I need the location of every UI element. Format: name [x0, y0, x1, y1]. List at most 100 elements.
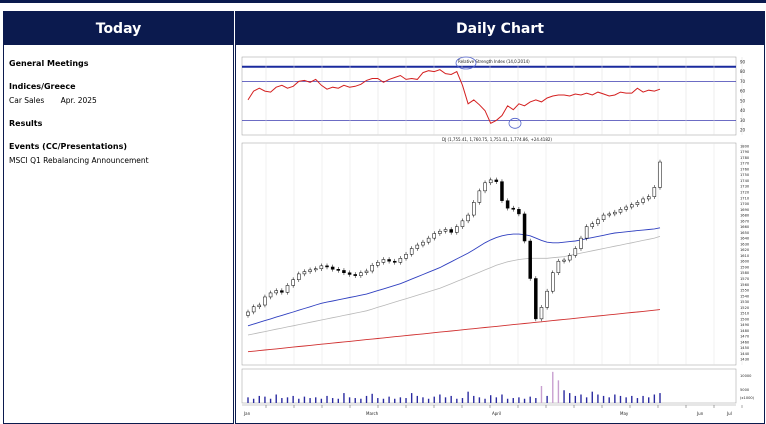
candle-body [426, 237, 431, 243]
price-tick-label: 1540 [740, 294, 750, 298]
candle-body [635, 202, 640, 205]
price-tick-label: 1460 [740, 340, 750, 344]
price-tick-label: 1700 [740, 202, 750, 206]
x-tick-label: Jun [696, 411, 704, 416]
candle-body [534, 278, 538, 320]
x-tick-label: April [492, 411, 501, 416]
price-tick-label: 1670 [740, 219, 750, 223]
price-tick-label: 1730 [740, 185, 750, 189]
candle-body [392, 260, 397, 263]
price-tick-label: 1790 [740, 150, 750, 154]
candle-body [539, 307, 544, 320]
candle-body [641, 198, 645, 203]
today-panel: Today General Meetings Indices/Greece Ca… [3, 11, 234, 424]
ma-gray-line [247, 236, 661, 336]
candle-body [618, 209, 623, 213]
candle-body [630, 204, 634, 208]
candle-body [607, 213, 611, 216]
price-tick-label: 1720 [740, 191, 750, 195]
candle-body [601, 214, 606, 220]
candle-body [590, 223, 595, 227]
candle-body [330, 266, 335, 270]
candle-body [342, 270, 346, 273]
price-tick-label: 1480 [740, 329, 750, 333]
x-tick-label: March [366, 411, 379, 416]
candle-body [347, 272, 352, 275]
candle-body [302, 271, 307, 275]
volume-tick-label: 5000 [740, 388, 750, 392]
price-tick-label: 1600 [740, 260, 750, 264]
candle-body [624, 206, 628, 210]
rsi-label: Relative Strength Index (14,0.2014) [458, 59, 530, 64]
candle-body [246, 311, 250, 316]
candle-body [658, 161, 662, 188]
candle-body [387, 259, 391, 262]
ma-red-line [247, 309, 661, 353]
price-tick-label: 1770 [740, 162, 750, 166]
car-sales-date: Apr. 2025 [60, 96, 97, 105]
price-legend: DJ (1,755.41, 1,760.75, 1,751.41, 1,774.… [442, 137, 552, 142]
price-tick-label: 1430 [740, 358, 750, 362]
price-frame [241, 142, 737, 366]
today-header: Today [4, 12, 233, 45]
candle-body [280, 290, 284, 293]
candle-body [415, 244, 420, 249]
volume-tick-label: (x1000) [740, 396, 755, 400]
candle-body [308, 269, 312, 272]
candle-body [285, 285, 290, 293]
candle-body [579, 237, 583, 249]
top-divider [0, 0, 766, 3]
price-tick-label: 1800 [740, 144, 750, 148]
candle-body [268, 292, 273, 298]
candle-body [404, 254, 408, 259]
x-tick-label: Jan [243, 411, 251, 416]
candle-body [460, 220, 465, 227]
candle-body [551, 272, 555, 292]
results-title: Results [9, 119, 43, 128]
price-tick-label: 1500 [740, 317, 750, 321]
candle-body [528, 240, 532, 279]
candle-body [443, 229, 448, 232]
price-tick-label: 1640 [740, 237, 750, 241]
candle-body [584, 226, 589, 239]
ma-blue-line [247, 227, 661, 327]
candle-body [573, 248, 578, 256]
price-tick-label: 1660 [740, 225, 750, 229]
daily-chart-header: Daily Chart [236, 12, 764, 45]
candle-body [364, 270, 369, 273]
candle-body [646, 196, 651, 200]
price-tick-label: 1550 [740, 289, 750, 293]
candle-body [313, 268, 318, 271]
events-title: Events (CC/Presentations) [9, 142, 128, 151]
price-tick-label: 1520 [740, 306, 750, 310]
candle-body [257, 304, 262, 308]
rsi-tick-label: 80 [740, 69, 746, 74]
price-tick-label: 1680 [740, 214, 750, 218]
price-tick-label: 1630 [740, 242, 750, 246]
price-tick-label: 1740 [740, 179, 750, 183]
price-tick-label: 1650 [740, 231, 750, 235]
daily-chart-svg: Relative Strength Index (14,0.2014) 90 80 7… [241, 56, 755, 416]
candle-body [438, 230, 442, 234]
price-tick-label: 1440 [740, 352, 750, 356]
candle-body [483, 182, 487, 192]
indices-title: Indices/Greece [9, 82, 76, 91]
candle-body [652, 187, 657, 197]
candle-body [274, 290, 278, 294]
rsi-tick-label: 30 [740, 118, 746, 123]
price-tick-label: 1510 [740, 312, 750, 316]
rsi-trough-circle [508, 117, 522, 129]
rsi-tick-label: 60 [740, 89, 746, 94]
candle-body [477, 190, 482, 203]
candle-body [319, 265, 324, 269]
candle-body [325, 265, 329, 268]
price-tick-label: 1620 [740, 248, 750, 252]
candle-body [455, 226, 459, 233]
candle-body [449, 229, 453, 233]
price-tick-label: 1760 [740, 167, 750, 171]
rsi-line [247, 69, 661, 124]
x-tick-label: May [620, 411, 629, 416]
candle-body [297, 273, 301, 280]
price-tick-label: 1690 [740, 208, 750, 212]
candle-body [511, 207, 516, 210]
